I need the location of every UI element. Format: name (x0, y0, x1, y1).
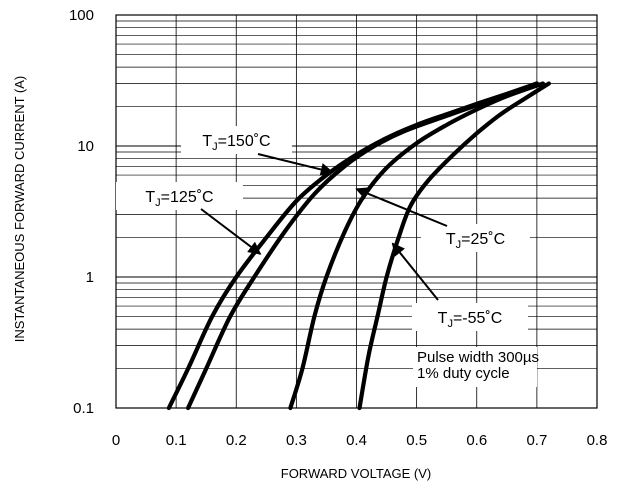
annotation-arrow-2 (355, 187, 448, 227)
y-tick-label: 1 (86, 269, 94, 286)
grid-layer (116, 15, 597, 408)
annotation-label-1: TJ=125˚C (145, 189, 213, 209)
x-tick-label: 0.8 (587, 432, 608, 449)
series-line-2 (288, 81, 545, 411)
x-tick-label: 0 (112, 432, 120, 449)
note-line-1: 1% duty cycle (417, 365, 510, 382)
annotation-arrow-0 (257, 153, 334, 176)
y-tick-label: 100 (69, 7, 94, 24)
series-line-1 (186, 81, 539, 411)
x-tick-label: 0.2 (226, 432, 247, 449)
x-tick-label: 0.7 (526, 432, 547, 449)
x-tick-label: 0.1 (166, 432, 187, 449)
annotation-arrow-3 (391, 242, 439, 301)
note-line-0: Pulse width 300µs (417, 349, 539, 366)
annotation-label-0: TJ=150˚C (202, 133, 270, 153)
annotation-label-3: TJ=-55˚C (438, 310, 503, 330)
annotation-label-bg (412, 303, 528, 331)
tick-layer: 0 0.1 0.2 0.3 0.4 0.5 0.6 0.7 0.8 0.1 1 10 100 (69, 7, 607, 449)
series-line-3 (357, 81, 551, 411)
plot-frame (115, 14, 598, 409)
annotation-label-bg (116, 182, 243, 210)
x-tick-label: 0.4 (346, 432, 367, 449)
annotation-label-2: TJ=25˚C (446, 231, 505, 251)
annotation-layer: TJ=150˚C TJ=125˚C TJ=25˚C TJ=-55˚C (116, 126, 530, 331)
annotation-arrow-1 (200, 208, 262, 255)
x-axis-label: FORWARD VOLTAGE (V) (281, 466, 431, 481)
annotation-label-bg (421, 224, 530, 252)
y-tick-label: 0.1 (73, 400, 94, 417)
series-layer (166, 81, 551, 411)
y-tick-label: 10 (77, 138, 94, 155)
x-tick-label: 0.6 (466, 432, 487, 449)
note-box-bg (413, 347, 537, 387)
x-tick-label: 0.3 (286, 432, 307, 449)
x-tick-label: 0.5 (406, 432, 427, 449)
annotation-label-bg (181, 126, 292, 154)
y-axis-label: INSTANTANEOUS FORWARD CURRENT (A) (12, 76, 27, 343)
